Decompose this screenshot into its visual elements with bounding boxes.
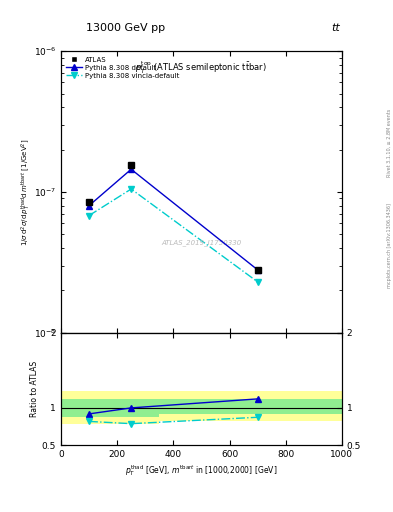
Text: 13000 GeV pp: 13000 GeV pp xyxy=(86,23,165,33)
X-axis label: $p_T^{\mathrm{thad}}$ [GeV], $m^{\mathrm{tbar}t}$ in [1000,2000] [GeV]: $p_T^{\mathrm{thad}}$ [GeV], $m^{\mathrm… xyxy=(125,463,277,478)
Text: tt: tt xyxy=(331,23,340,33)
Text: $p_T^{\mathrm{top}}$ (ATLAS semileptonic t$\bar{\mathrm{t}}$bar): $p_T^{\mathrm{top}}$ (ATLAS semileptonic… xyxy=(136,60,267,76)
Legend: ATLAS, Pythia 8.308 default, Pythia 8.308 vincia-default: ATLAS, Pythia 8.308 default, Pythia 8.30… xyxy=(64,55,181,81)
Text: mcplots.cern.ch [arXiv:1306.3436]: mcplots.cern.ch [arXiv:1306.3436] xyxy=(387,203,392,288)
Text: ATLAS_2019_I1750330: ATLAS_2019_I1750330 xyxy=(161,239,242,246)
Y-axis label: Ratio to ATLAS: Ratio to ATLAS xyxy=(30,361,39,417)
Text: Rivet 3.1.10, ≥ 2.8M events: Rivet 3.1.10, ≥ 2.8M events xyxy=(387,109,392,178)
Y-axis label: $1 / \sigma\, \mathrm{d}^2\sigma / \mathrm{d}\, p_T^{\mathrm{thad}} \mathrm{d}\,: $1 / \sigma\, \mathrm{d}^2\sigma / \math… xyxy=(19,138,32,246)
